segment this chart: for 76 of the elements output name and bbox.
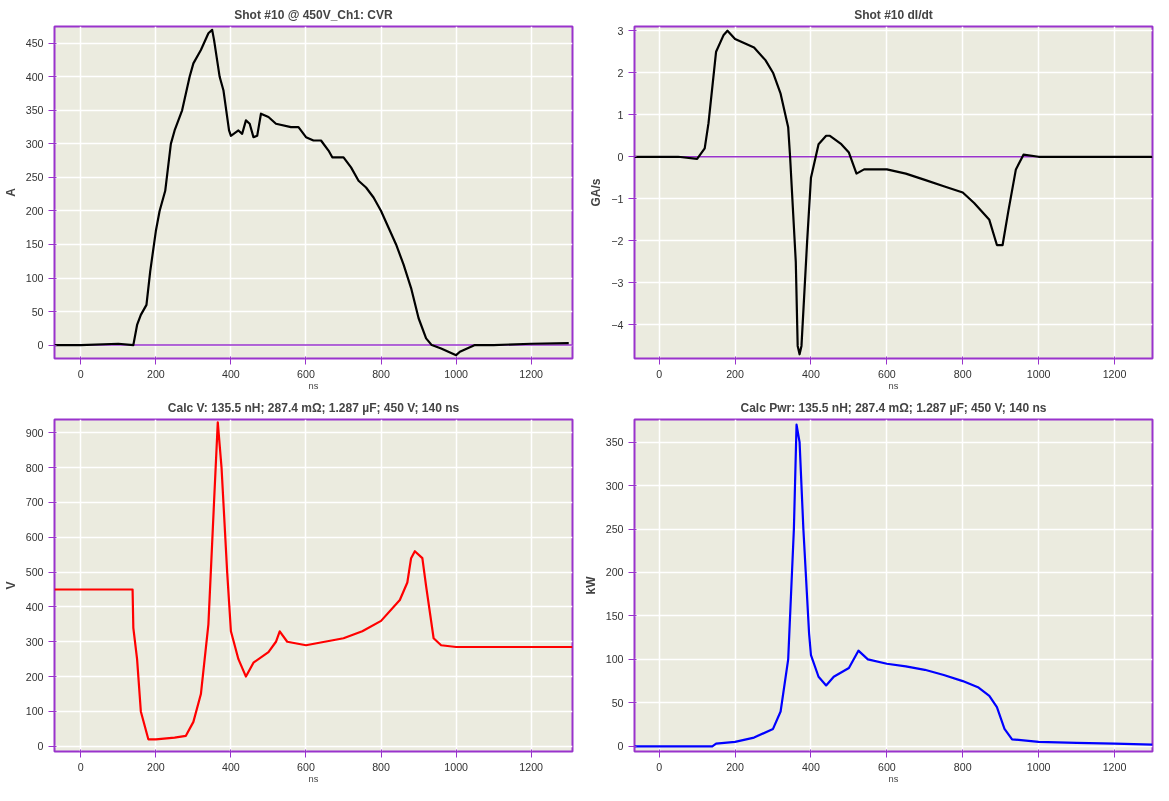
x-tick-label: 400	[802, 367, 820, 380]
x-tick-label: 600	[297, 367, 315, 380]
x-tick-label: 1200	[519, 760, 544, 773]
y-tick-label: 2	[617, 66, 624, 79]
x-tick-label: 0	[656, 367, 663, 380]
y-tick-label: 350	[605, 436, 624, 449]
x-tick-label: 800	[372, 760, 391, 773]
y-tick-label: 300	[605, 479, 624, 492]
x-tick-label: 400	[222, 760, 240, 773]
y-tick-label: 250	[605, 523, 624, 536]
y-tick-label: 3	[617, 24, 624, 37]
y-axis-title: V	[3, 581, 18, 590]
x-tick-label: 0	[656, 760, 663, 773]
y-tick-label: 350	[25, 104, 44, 117]
y-tick-label: 50	[31, 305, 44, 318]
y-tick-label: 150	[605, 609, 624, 622]
y-tick-label: 800	[25, 461, 44, 474]
x-tick-label: 400	[802, 760, 820, 773]
y-axis-title: GA/s	[589, 178, 604, 207]
y-tick-label: 1	[617, 108, 624, 121]
chart-title: Calc V: 135.5 nH; 287.4 mΩ; 1.287 µF; 450 V; 140 ns	[167, 400, 460, 415]
x-tick-label: 800	[953, 367, 972, 380]
x-tick-label: 600	[297, 760, 315, 773]
y-tick-label: 0	[617, 150, 624, 163]
x-tick-label: 200	[726, 760, 745, 773]
y-tick-label: −4	[611, 318, 624, 331]
x-tick-label: 600	[877, 367, 896, 380]
y-tick-label: 100	[605, 653, 624, 666]
y-tick-label: 400	[25, 70, 44, 83]
y-tick-label: 200	[25, 670, 44, 683]
x-tick-label: 1200	[519, 367, 544, 380]
y-tick-label: 300	[25, 137, 44, 150]
y-tick-label: 700	[25, 496, 44, 509]
x-tick-label: 200	[146, 367, 165, 380]
y-tick-label: 0	[37, 740, 44, 753]
chart-title: Shot #10 dI/dt	[854, 7, 933, 22]
x-tick-label: 1200	[1102, 367, 1127, 380]
x-tick-label: 1000	[1026, 367, 1051, 380]
y-tick-label: −3	[611, 276, 624, 289]
y-tick-label: 250	[25, 171, 44, 184]
chart-title: Calc Pwr: 135.5 nH; 287.4 mΩ; 1.287 µF; 450 V; 140 ns	[740, 400, 1047, 415]
y-tick-label: 200	[25, 204, 44, 217]
x-tick-label: 600	[877, 760, 896, 773]
y-tick-label: 100	[25, 272, 44, 285]
y-tick-label: −2	[611, 234, 624, 247]
y-tick-label: 300	[25, 635, 44, 648]
x-tick-label: 0	[77, 760, 84, 773]
y-tick-label: 100	[25, 705, 44, 718]
x-tick-label: 800	[953, 760, 972, 773]
chart-title: Shot #10 @ 450V_Ch1: CVR	[234, 7, 394, 22]
x-axis-title: ns	[308, 773, 319, 784]
y-tick-label: 0	[37, 339, 44, 352]
x-tick-label: 1000	[444, 367, 469, 380]
y-tick-label: 400	[25, 600, 44, 613]
x-tick-label: 400	[222, 367, 240, 380]
y-axis-title: A	[3, 187, 18, 197]
y-tick-label: 0	[617, 740, 624, 753]
x-tick-label: 0	[77, 367, 84, 380]
x-tick-label: 200	[726, 367, 745, 380]
y-axis-title: kW	[583, 575, 598, 595]
x-axis-title: ns	[888, 773, 899, 784]
x-axis-title: ns	[308, 380, 319, 391]
y-tick-label: 450	[25, 37, 44, 50]
x-tick-label: 1000	[1026, 760, 1051, 773]
y-tick-label: −1	[611, 192, 624, 205]
y-tick-label: 150	[25, 238, 44, 251]
x-tick-label: 1200	[1102, 760, 1127, 773]
y-tick-label: 600	[25, 531, 44, 544]
y-tick-label: 900	[25, 426, 44, 439]
x-tick-label: 800	[372, 367, 391, 380]
y-tick-label: 50	[611, 696, 624, 709]
x-axis-title: ns	[888, 380, 899, 391]
y-tick-label: 200	[605, 566, 624, 579]
x-tick-label: 1000	[444, 760, 469, 773]
y-tick-label: 500	[25, 566, 44, 579]
x-tick-label: 200	[146, 760, 165, 773]
